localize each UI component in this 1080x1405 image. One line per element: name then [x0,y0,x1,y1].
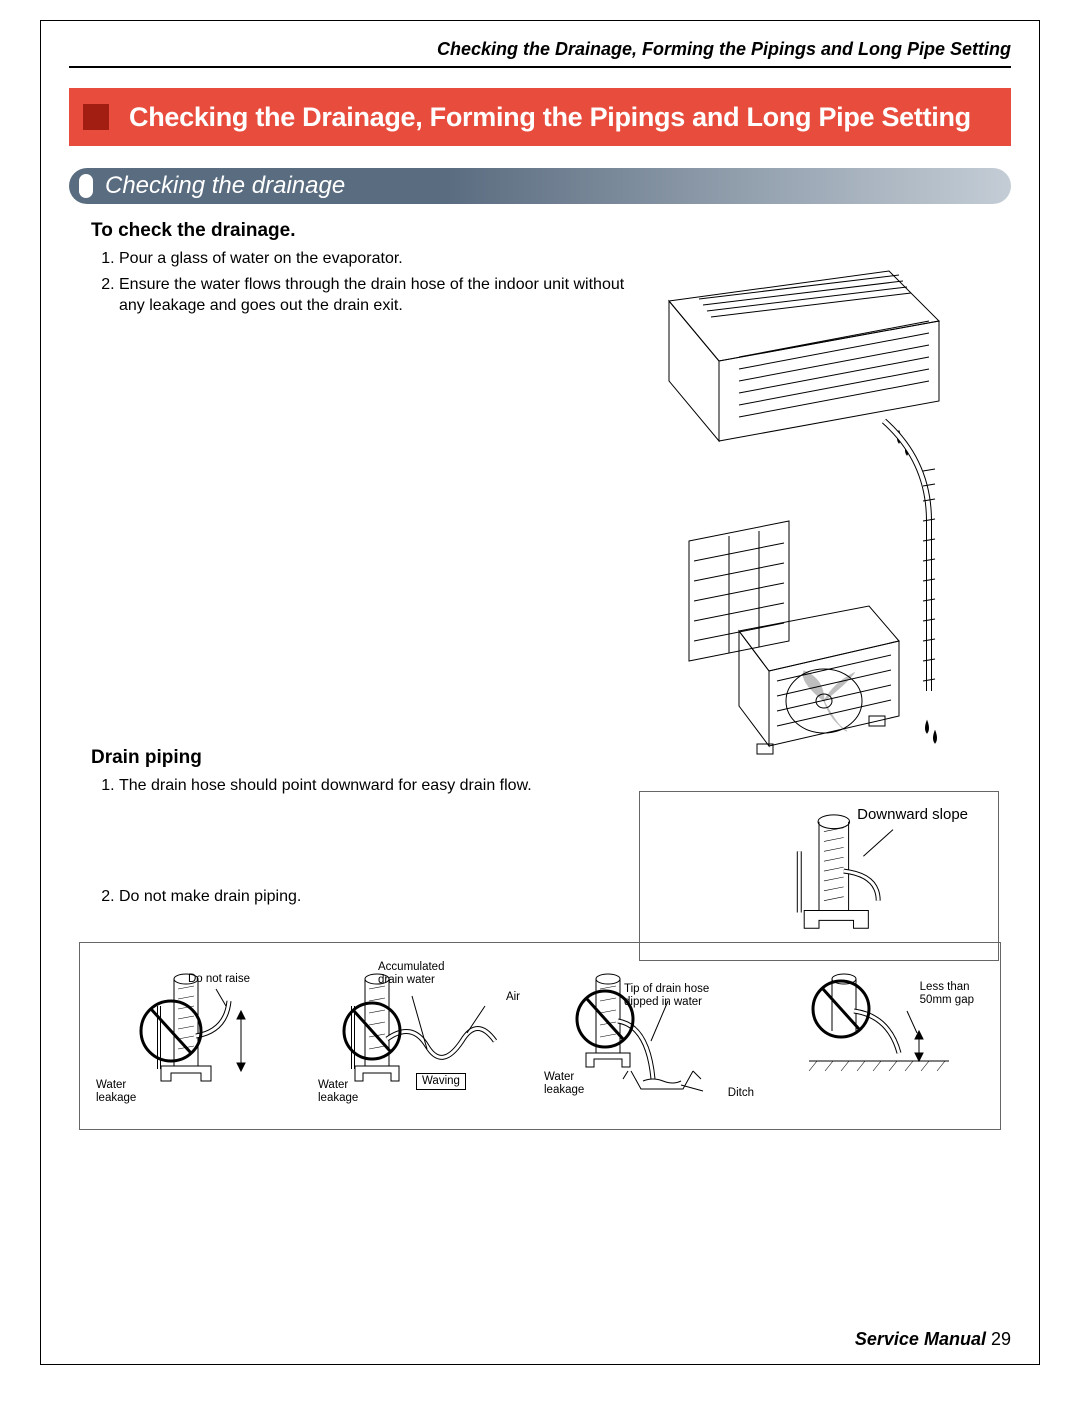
fig2-box-label: Waving [416,1073,466,1090]
figure-bad-examples: Do not raise Water leakage [79,942,1001,1130]
footer-label: Service Manual [855,1329,986,1349]
fig4-top-label: Less than 50mm gap [920,981,974,1007]
section-heading-text: Checking the drainage [105,172,345,200]
page-footer: Service Manual 29 [855,1329,1011,1350]
bad-example-3: Tip of drain hose dipped in water Ditch … [544,961,762,1111]
fig2-bottom-label: Water leakage [318,1079,358,1105]
title-bar: Checking the Drainage, Forming the Pipin… [69,88,1011,146]
bad-example-2: Accumulated drain water Air Waving Water… [318,961,536,1111]
drain-steps-list: The drain hose should point downward for… [119,775,639,797]
list-item: Pour a glass of water on the evaporator. [119,248,639,270]
section-heading-pill: Checking the drainage [69,168,1011,204]
list-item: The drain hose should point downward for… [119,775,639,797]
fig2-label-a: Accumulated drain water [378,961,444,987]
fig1-bottom-label: Water leakage [96,1079,136,1105]
page-frame: Checking the Drainage, Forming the Pipin… [40,20,1040,1365]
bad-example-4: Less than 50mm gap [770,961,988,1111]
fig3-top-label: Tip of drain hose dipped in water [624,983,709,1009]
fig3-bottom-label: Water leakage [544,1071,584,1097]
fig1-top-label: Do not raise [188,973,250,986]
figure-ac-units [639,261,999,771]
fig3-side-label: Ditch [728,1087,754,1100]
drain-steps-list-2: Do not make drain piping. [119,886,639,908]
title-accent-square [83,104,109,130]
running-header: Checking the Drainage, Forming the Pipin… [69,39,1011,68]
subheading-check: To check the drainage. [91,220,1011,242]
bad-example-1: Do not raise Water leakage [92,961,310,1111]
footer-page: 29 [991,1329,1011,1349]
list-item: Ensure the water flows through the drain… [119,274,639,317]
slope-label: Downward slope [857,806,968,823]
check-steps-list: Pour a glass of water on the evaporator.… [119,248,639,317]
list-item: Do not make drain piping. [119,886,639,908]
page-title: Checking the Drainage, Forming the Pipin… [129,102,971,133]
figure-downward-slope: Downward slope [639,791,999,961]
fig2-label-b: Air [506,991,520,1004]
